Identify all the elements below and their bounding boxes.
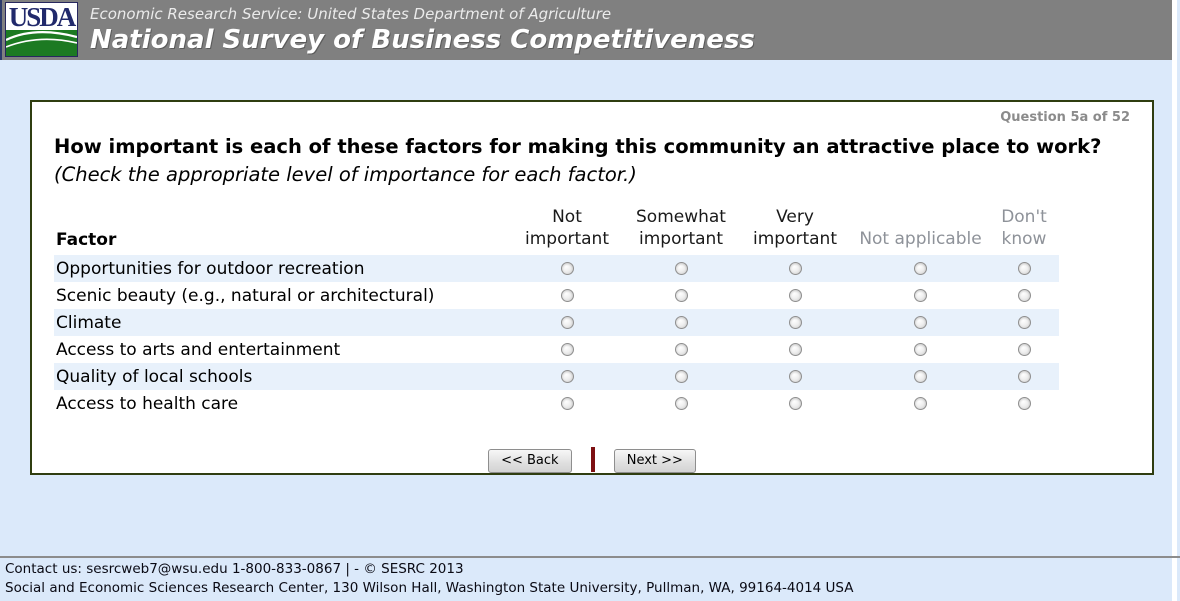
radio-scenic-beauty-dont-know[interactable]: [1017, 289, 1031, 302]
question-text: How important is each of these factors f…: [54, 133, 1130, 189]
survey-title: National Survey of Business Competitiven…: [90, 25, 755, 55]
factor-label-local-schools: Quality of local schools: [56, 366, 253, 387]
table-row: Access to health care: [54, 390, 1059, 417]
table-row: Climate: [54, 309, 1059, 336]
radio-climate-dont-know[interactable]: [1017, 316, 1031, 329]
back-button[interactable]: << Back: [488, 448, 572, 473]
radio-arts-entertainment-not-important[interactable]: [560, 343, 574, 356]
question-instruction: (Check the appropriate level of importan…: [54, 163, 637, 186]
next-button[interactable]: Next >>: [613, 448, 696, 473]
column-header-very-important: Very important: [753, 207, 837, 249]
factor-label-outdoor-recreation: Opportunities for outdoor recreation: [56, 258, 365, 279]
radio-health-care-dont-know[interactable]: [1017, 397, 1031, 410]
table-header-row: Factor Not important Somewhat important …: [54, 203, 1059, 255]
table-row: Quality of local schools: [54, 363, 1059, 390]
agency-line: Economic Research Service: United States…: [90, 5, 612, 23]
question-number: Question 5a of 52: [1000, 110, 1130, 125]
table-row: Opportunities for outdoor recreation: [54, 255, 1059, 282]
radio-climate-not-applicable[interactable]: [914, 316, 927, 329]
radio-health-care-somewhat-important[interactable]: [674, 397, 688, 410]
radio-climate-very-important[interactable]: [788, 316, 802, 329]
radio-outdoor-recreation-somewhat-important[interactable]: [674, 262, 688, 275]
column-header-dont-know: Don't know: [1001, 207, 1047, 249]
radio-scenic-beauty-not-applicable[interactable]: [914, 289, 927, 302]
question-prompt: How important is each of these factors f…: [54, 135, 1102, 158]
button-separator: [590, 447, 595, 472]
radio-local-schools-dont-know[interactable]: [1017, 370, 1031, 383]
radio-outdoor-recreation-not-applicable[interactable]: [914, 262, 927, 275]
radio-health-care-very-important[interactable]: [788, 397, 802, 410]
radio-health-care-not-important[interactable]: [560, 397, 574, 410]
radio-climate-somewhat-important[interactable]: [674, 316, 688, 329]
radio-arts-entertainment-somewhat-important[interactable]: [674, 343, 688, 356]
usda-logo: USDA: [5, 2, 78, 57]
column-header-not-important: Not important: [525, 207, 609, 249]
usda-field-icon: [6, 30, 77, 56]
column-header-somewhat-important: Somewhat important: [636, 207, 726, 249]
radio-local-schools-somewhat-important[interactable]: [674, 370, 688, 383]
factor-table: Factor Not important Somewhat important …: [54, 203, 1059, 417]
radio-arts-entertainment-dont-know[interactable]: [1017, 343, 1031, 356]
header-banner: USDA Economic Research Service: United S…: [0, 0, 1172, 60]
radio-local-schools-very-important[interactable]: [788, 370, 802, 383]
radio-arts-entertainment-very-important[interactable]: [788, 343, 802, 356]
factor-label-arts-entertainment: Access to arts and entertainment: [56, 339, 341, 360]
radio-scenic-beauty-very-important[interactable]: [788, 289, 802, 302]
radio-scenic-beauty-somewhat-important[interactable]: [674, 289, 688, 302]
radio-local-schools-not-important[interactable]: [560, 370, 574, 383]
radio-climate-not-important[interactable]: [560, 316, 574, 329]
footer-divider: [0, 556, 1180, 558]
radio-local-schools-not-applicable[interactable]: [914, 370, 927, 383]
footer-address-line: Social and Economic Sciences Research Ce…: [5, 580, 854, 596]
column-header-not-applicable: Not applicable: [859, 229, 982, 249]
radio-health-care-not-applicable[interactable]: [914, 397, 927, 410]
nav-buttons: << Back Next >>: [54, 447, 1130, 473]
right-edge-strip: [1172, 0, 1177, 601]
column-header-factor: Factor: [56, 230, 117, 250]
footer: Contact us: sesrcweb7@wsu.edu 1-800-833-…: [5, 560, 853, 598]
radio-arts-entertainment-not-applicable[interactable]: [914, 343, 927, 356]
footer-contact-line: Contact us: sesrcweb7@wsu.edu 1-800-833-…: [5, 561, 464, 577]
usda-logo-text: USDA: [8, 2, 77, 32]
factor-label-climate: Climate: [56, 312, 122, 333]
radio-outdoor-recreation-dont-know[interactable]: [1017, 262, 1031, 275]
factor-label-scenic-beauty: Scenic beauty (e.g., natural or architec…: [56, 285, 435, 306]
table-row: Scenic beauty (e.g., natural or architec…: [54, 282, 1059, 309]
radio-outdoor-recreation-very-important[interactable]: [788, 262, 802, 275]
factor-label-health-care: Access to health care: [56, 393, 239, 414]
table-row: Access to arts and entertainment: [54, 336, 1059, 363]
header-titles: Economic Research Service: United States…: [90, 4, 1162, 56]
radio-outdoor-recreation-not-important[interactable]: [560, 262, 574, 275]
radio-scenic-beauty-not-important[interactable]: [560, 289, 574, 302]
question-panel: Question 5a of 52 How important is each …: [30, 100, 1154, 475]
